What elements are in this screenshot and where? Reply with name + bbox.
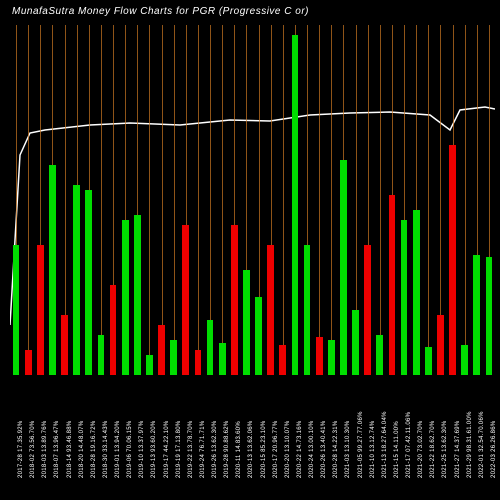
x-axis-label: 2020-15 85.23.10%: [261, 421, 267, 478]
volume-bar: [437, 315, 444, 375]
grid-line: [174, 25, 175, 375]
volume-bar: [243, 270, 250, 375]
volume-bar: [110, 285, 117, 375]
x-axis-label: 2019-01 13.94.20%: [115, 421, 121, 478]
volume-bar: [486, 257, 493, 375]
x-axis-label: 2018-07 13.96.47%: [54, 421, 60, 478]
volume-bar: [207, 320, 214, 375]
volume-bar: [401, 220, 408, 375]
volume-bar: [231, 225, 238, 375]
grid-line: [331, 25, 332, 375]
volume-bar: [146, 355, 153, 375]
x-axis-label: 2020-13 13.62.06%: [248, 421, 254, 478]
price-line: [10, 25, 495, 375]
volume-bar: [425, 347, 432, 375]
x-axis-label: 2020-11 14.83.60%: [236, 421, 242, 478]
volume-bar: [473, 255, 480, 375]
x-axis-label: 2018-02 73.56.70%: [30, 421, 36, 478]
volume-bar: [328, 340, 335, 375]
x-axis-label: 2021-05 99.27.77.06%: [358, 411, 364, 478]
x-axis-label: 2022-03 26.26.86%: [491, 421, 497, 478]
volume-bar: [170, 340, 177, 375]
x-axis-label: 2017-28 17.35.92%: [18, 421, 24, 478]
volume-bar: [61, 315, 68, 375]
x-axis-label: 2019-28 90.88.62%: [224, 421, 230, 478]
volume-bar: [98, 335, 105, 375]
volume-bar: [37, 245, 44, 375]
x-axis-label: 2019-26 13.62.30%: [212, 421, 218, 478]
volume-bar: [413, 210, 420, 375]
x-axis-label: 2019-19 17.13.80%: [176, 421, 182, 478]
volume-bar: [73, 185, 80, 375]
x-axis-label: 2018-28 19.16.72%: [91, 421, 97, 478]
volume-bar: [122, 220, 129, 375]
grid-line: [283, 25, 284, 375]
chart-title: MunafaSutra Money Flow Charts for PGR (P…: [12, 6, 309, 17]
x-axis-label: 2020-28 14.22.31%: [333, 421, 339, 478]
x-axis-label: 2018-30 33.14.43%: [103, 421, 109, 478]
volume-bar: [25, 350, 32, 375]
x-axis-labels: 2017-28 17.35.92% 2018-02 73.56.70% 2018-0…: [10, 378, 495, 498]
x-axis-label: 2022-01 32.54.70.06%: [479, 411, 485, 478]
x-axis-label: 2021-29 98.31.61.00%: [467, 411, 473, 478]
volume-bar: [364, 245, 371, 375]
x-axis-label: 2020-17 20.96.77%: [273, 421, 279, 478]
volume-bar: [304, 245, 311, 375]
x-axis-label: 2020-22 14.73.16%: [297, 421, 303, 478]
plot-area: [10, 25, 495, 375]
x-axis-label: 2021-10 13.12.74%: [370, 421, 376, 478]
volume-bar: [267, 245, 274, 375]
x-axis-label: 2021-20 73.02.70%: [418, 421, 424, 478]
x-axis-label: 2018-20 14.48.07%: [79, 421, 85, 478]
x-axis-label: 2020-26 13.40.41%: [321, 421, 327, 478]
volume-bar: [292, 35, 299, 375]
grid-line: [319, 25, 320, 375]
volume-bar: [352, 310, 359, 375]
x-axis-label: 2019-22 13.78.70%: [188, 421, 194, 478]
x-axis-label: 2021-17 07.42.11.06%: [406, 412, 412, 478]
volume-bar: [279, 345, 286, 375]
x-axis-label: 2021-15 14.11.00%: [394, 421, 400, 478]
grid-line: [380, 25, 381, 375]
x-axis-label: 2018-14 93.46.88%: [67, 421, 73, 478]
x-axis-label: 2018-03 13.89.76%: [42, 421, 48, 478]
x-axis-label: 2019-06 70.06.15%: [127, 421, 133, 478]
grid-line: [222, 25, 223, 375]
x-axis-label: 2021-27 14.37.69%: [455, 421, 461, 478]
volume-bar: [376, 335, 383, 375]
x-axis-label: 2021-25 13.62.30%: [442, 421, 448, 478]
grid-line: [149, 25, 150, 375]
volume-bar: [340, 160, 347, 375]
grid-line: [428, 25, 429, 375]
grid-line: [101, 25, 102, 375]
x-axis-label: 2020-24 13.00.10%: [309, 421, 315, 478]
volume-bar: [158, 325, 165, 375]
x-axis-label: 2021-03 13.10.30%: [345, 421, 351, 478]
money-flow-chart: MunafaSutra Money Flow Charts for PGR (P…: [0, 0, 500, 500]
grid-line: [198, 25, 199, 375]
volume-bar: [195, 350, 202, 375]
volume-bar: [316, 337, 323, 375]
x-axis-label: 2019-24 76.71.71%: [200, 421, 206, 478]
volume-bar: [461, 345, 468, 375]
x-axis-label: 2021-22 18.62.70%: [430, 421, 436, 478]
volume-bar: [182, 225, 189, 375]
grid-line: [162, 25, 163, 375]
volume-bar: [255, 297, 262, 375]
x-axis-label: 2019-17 44.22.10%: [164, 421, 170, 478]
volume-bar: [449, 145, 456, 375]
x-axis-label: 2021-13 18.27.64.04%: [382, 411, 388, 478]
volume-bar: [134, 215, 141, 375]
volume-bar: [219, 343, 226, 375]
volume-bar: [85, 190, 92, 375]
grid-line: [465, 25, 466, 375]
x-axis-label: 2020-20 13.10.07%: [285, 421, 291, 478]
volume-bar: [49, 165, 56, 375]
x-axis-label: 2019-10 13.37.97%: [139, 421, 145, 478]
x-axis-label: 2019-13 93.60.20%: [151, 421, 157, 478]
volume-bar: [389, 195, 396, 375]
volume-bar: [13, 245, 20, 375]
grid-line: [28, 25, 29, 375]
